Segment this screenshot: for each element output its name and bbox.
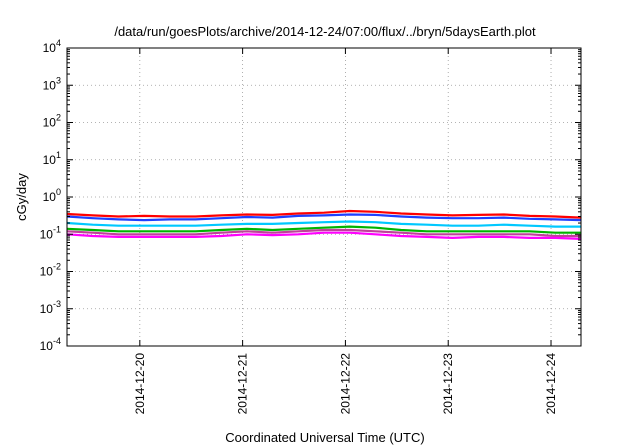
series-line-6: [66, 231, 582, 240]
y-tick-label: 100: [43, 187, 61, 204]
series-line-5: [66, 228, 581, 238]
series-line-4: [66, 225, 581, 234]
x-tick-label: 2014-12-23: [441, 353, 455, 415]
y-tick-label: 10-4: [40, 336, 61, 353]
series-line-1: [66, 209, 582, 219]
series-group: [66, 209, 582, 240]
x-tick-label: 2014-12-20: [133, 353, 147, 415]
grid: [67, 48, 581, 346]
x-tick-label: 2014-12-21: [236, 353, 250, 415]
y-tick-label: 102: [43, 113, 61, 130]
y-tick-label: 10-2: [40, 262, 61, 279]
series-line-3: [66, 220, 581, 228]
y-axis: 104 103 102 101 100 10-1 10-2 10-3 10-4: [40, 38, 581, 353]
y-axis-label: cGy/day: [14, 173, 29, 221]
x-axis: 2014-12-20 2014-12-21 2014-12-22 2014-12-23…: [133, 48, 558, 414]
series-line-2: [66, 213, 582, 222]
x-axis-label: Coordinated Universal Time (UTC): [225, 430, 424, 445]
x-tick-label: 2014-12-22: [338, 353, 352, 415]
y-tick-label: 103: [43, 75, 61, 92]
chart-title: /data/run/goesPlots/archive/2014-12-24/0…: [114, 24, 536, 39]
y-tick-label: 104: [43, 38, 61, 55]
y-tick-label: 10-3: [40, 299, 61, 316]
y-tick-label: 101: [43, 150, 61, 167]
y-tick-label: 10-1: [40, 224, 61, 241]
x-tick-label: 2014-12-24: [544, 353, 558, 415]
